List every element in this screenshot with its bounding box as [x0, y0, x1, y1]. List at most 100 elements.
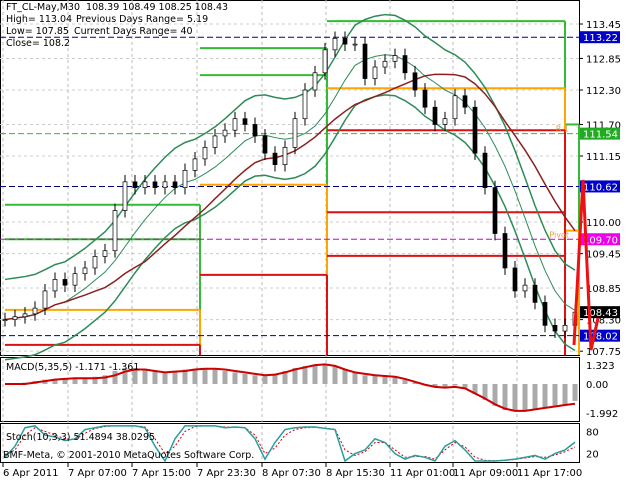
candle-body: [382, 60, 388, 68]
candle-body: [372, 66, 378, 79]
candle-body: [502, 233, 508, 269]
candle-body: [482, 152, 488, 188]
price-level-label: 110.62: [583, 182, 618, 193]
candle-body: [492, 187, 498, 234]
candle-body: [432, 106, 438, 125]
macd-tick-label: 0.00: [586, 380, 608, 391]
time-tick-label: 8 Apr 07:30: [262, 468, 321, 479]
candle-body: [412, 72, 418, 91]
candle-body: [42, 290, 48, 309]
candle-body: [72, 273, 78, 286]
candle-body: [12, 316, 18, 320]
candle-body: [102, 250, 108, 257]
candle-body: [312, 72, 318, 91]
candle-body: [152, 181, 158, 188]
price-tick-label: 108.30: [586, 316, 621, 327]
price-tick-label: 111.70: [586, 120, 621, 131]
stoch-tick-label: 20: [586, 450, 599, 461]
macd-signal-line: [5, 363, 576, 412]
time-tick-label: 8 Apr 15:30: [326, 468, 385, 479]
price-tick-label: 112.85: [586, 54, 621, 65]
candle-body: [532, 284, 538, 303]
previous-range-label: Previous Days Range= 5.19: [76, 14, 209, 25]
stoch-signal-line: [4, 425, 576, 462]
level-tag: Pivot: [549, 230, 569, 239]
price-tick-label: 112.30: [586, 86, 621, 97]
candle-body: [182, 170, 188, 188]
time-tick-label: 7 Apr 23:30: [197, 468, 256, 479]
candle-body: [62, 279, 68, 286]
stoch-label: Stoch(10,3,3) 51.4894 38.0295: [6, 432, 156, 443]
price-level-badge: [580, 180, 620, 193]
close-label: Close= 108.2: [6, 38, 71, 49]
candle-body: [132, 181, 138, 188]
candle-body: [452, 95, 458, 120]
price-tick-label: 109.45: [586, 250, 621, 261]
macd-tick-label: -1.992: [586, 409, 618, 420]
moving-average: [4, 73, 576, 321]
candle-body: [82, 267, 88, 275]
stoch-main-line: [4, 425, 576, 463]
candle-body: [342, 37, 348, 45]
time-tick-label: 11 Apr 17:00: [517, 468, 582, 479]
macd-tick-label: 1.323: [586, 361, 615, 372]
high-label: High= 113.04: [6, 14, 73, 25]
candle-body: [92, 256, 98, 269]
bollinger-middle: [4, 54, 576, 321]
price-tick-label: 110.00: [586, 218, 621, 229]
candle-body: [322, 49, 328, 74]
candle-body: [352, 43, 358, 46]
time-tick-label: 6 Apr 2011: [3, 468, 58, 479]
time-tick-label: 7 Apr 15:00: [132, 468, 191, 479]
low-label: Low= 107.85: [6, 26, 69, 37]
candle-body: [392, 55, 398, 62]
macd-label: MACD(5,35,5) -1.171 -1.361: [6, 362, 140, 373]
stoch-tick-label: 80: [586, 427, 599, 438]
time-tick-label: 11 Apr 01:00: [390, 468, 455, 479]
candle-body: [162, 181, 168, 188]
price-level-badge: [580, 31, 620, 44]
price-level-label: 113.22: [583, 33, 618, 44]
candle-body: [232, 118, 238, 131]
candle-body: [332, 37, 338, 51]
candle-body: [2, 319, 8, 321]
price-tick-label: 111.15: [586, 152, 621, 163]
candle-body: [272, 152, 278, 165]
price-level-badge: [580, 127, 620, 140]
current-range-label: Current Days Range= 40: [74, 26, 193, 37]
time-tick-label: 7 Apr 07:00: [68, 468, 127, 479]
candle-body: [522, 284, 528, 292]
candle-body: [32, 307, 38, 315]
copyright-text: BMF-Meta, © 2001-2010 MetaQuotes Softwar…: [3, 450, 255, 461]
bollinger-lower: [4, 94, 576, 361]
candle-body: [172, 181, 178, 188]
candle-body: [472, 106, 478, 154]
candle-body: [302, 89, 308, 120]
candle-body: [402, 55, 408, 74]
candle-body: [512, 267, 518, 292]
time-tick-label: 11 Apr 09:00: [453, 468, 518, 479]
candle-body: [552, 325, 558, 332]
candle-body: [252, 124, 258, 137]
candle-body: [142, 181, 148, 188]
candle-body: [262, 135, 268, 154]
price-level-label: 111.54: [583, 130, 618, 141]
stoch-panel: [0, 423, 580, 463]
price-tick-label: 108.85: [586, 284, 621, 295]
candle-body: [112, 210, 118, 252]
zigzag-indicator: [572, 179, 600, 351]
candle-body: [462, 95, 468, 108]
price-level-label: 108.02: [583, 332, 618, 343]
candle-body: [22, 313, 28, 318]
level-tag: R 1: [556, 125, 569, 134]
candle-body: [242, 118, 248, 125]
candle-body: [192, 158, 198, 171]
candle-body: [122, 181, 128, 211]
price-tick-label: 107.75: [586, 347, 621, 358]
candle-body: [202, 147, 208, 160]
candle-body: [212, 135, 218, 148]
price-tick-label: 113.45: [586, 20, 621, 31]
bollinger-upper: [4, 13, 576, 281]
price-level-label: 109.70: [583, 235, 618, 246]
